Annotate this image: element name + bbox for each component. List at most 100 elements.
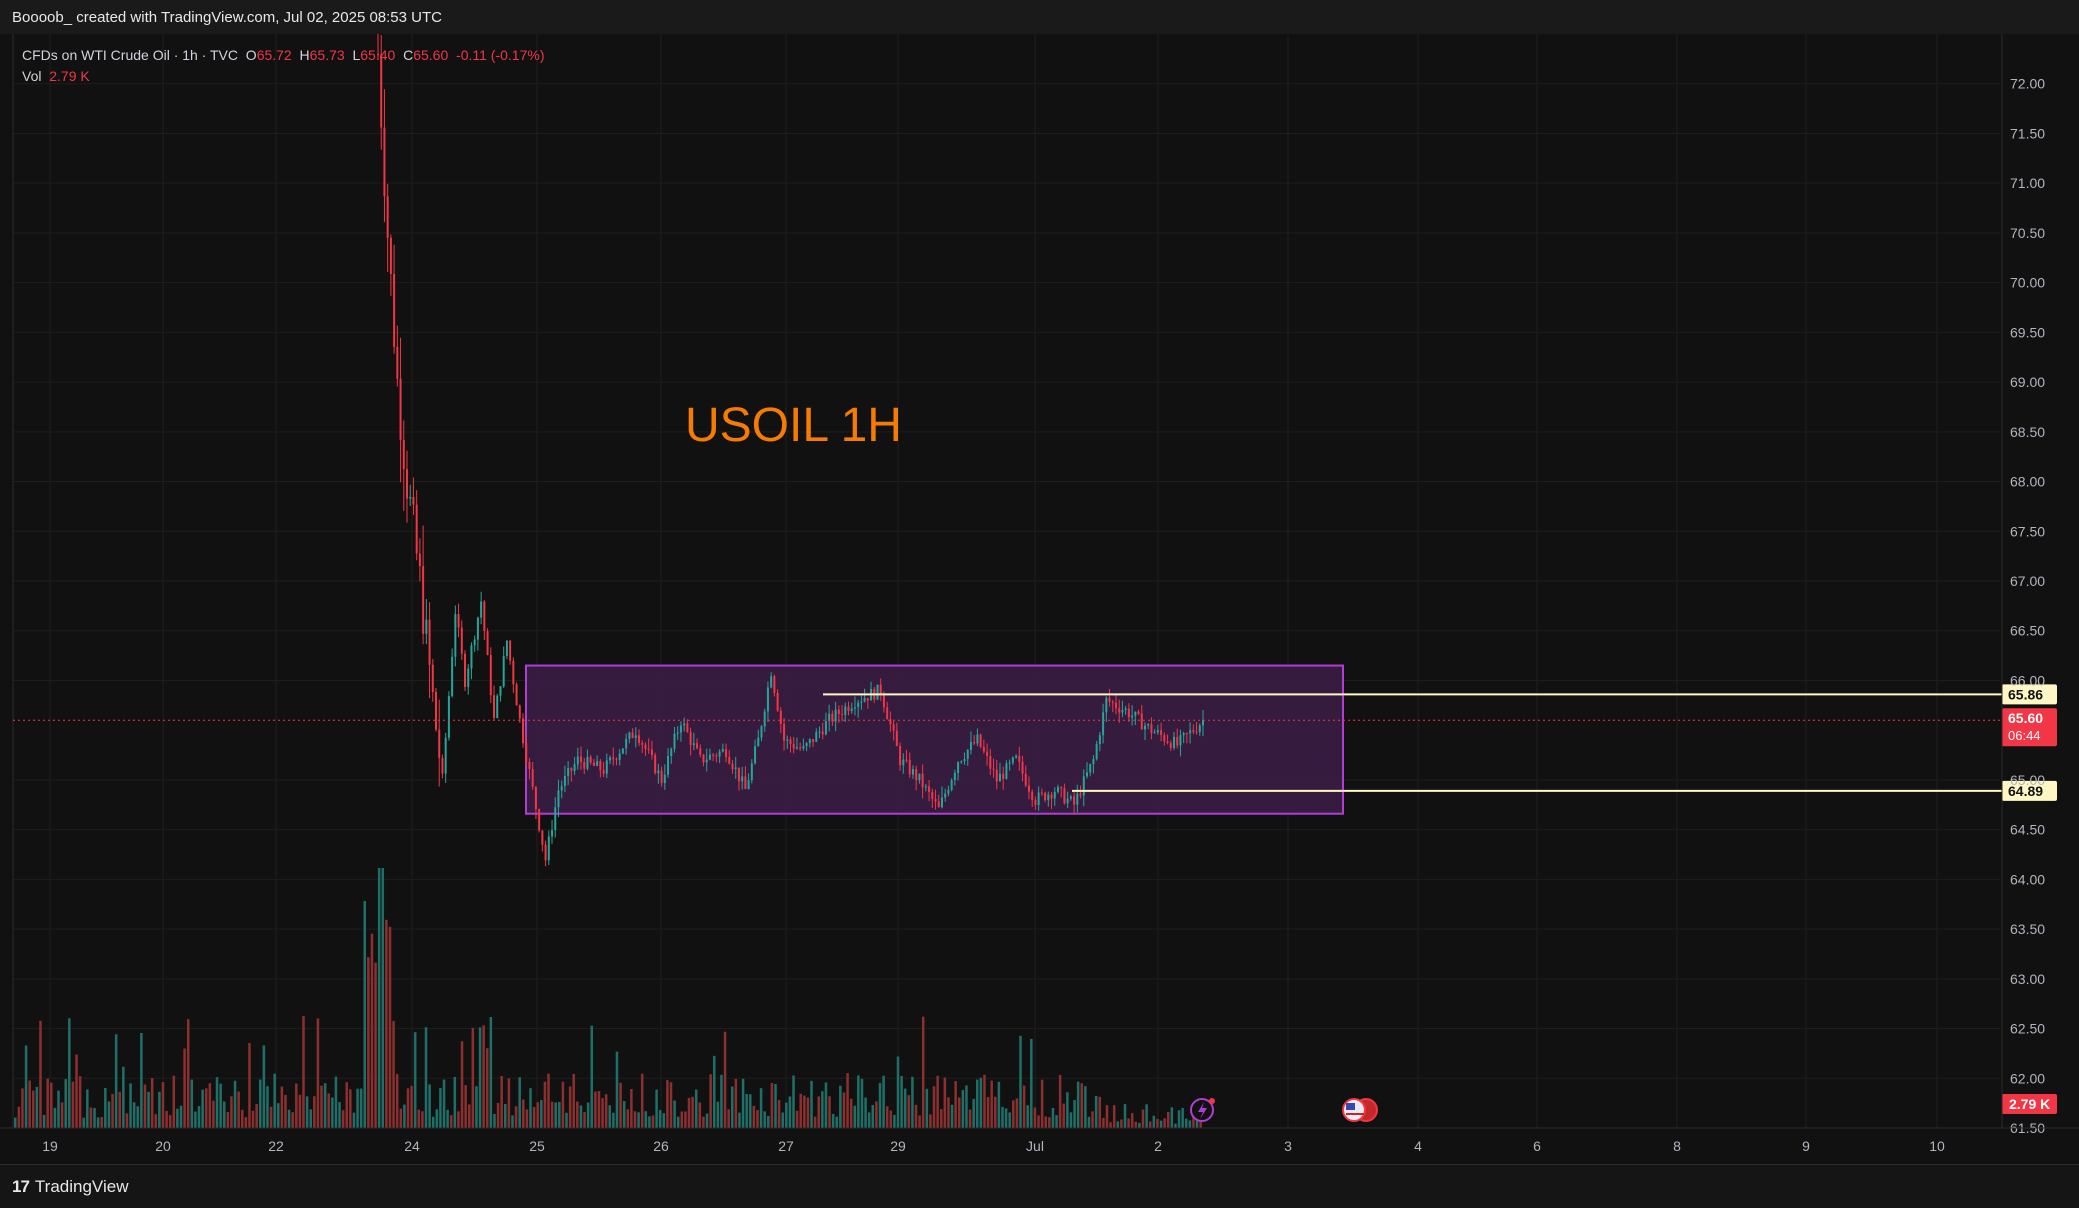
candle-body	[1079, 793, 1082, 796]
candle-body	[760, 726, 763, 738]
candle-body	[1024, 773, 1027, 786]
candle-body	[1076, 793, 1079, 805]
volume-bar	[943, 1077, 947, 1128]
price-axis[interactable]: 72.00 71.50 71.00 70.50 70.00 69.50 69.00 68.50…	[2001, 34, 2045, 1136]
volume-bar	[860, 1078, 864, 1128]
candle-body	[1034, 800, 1037, 806]
time-axis[interactable]: 19 20 22 24 25 26 27 29 Jul 2 3 4 6 8 9 10	[0, 1127, 2079, 1154]
horizontal-levels[interactable]: 65.86 64.89 65.60 06:44 2.79 K	[823, 684, 2057, 1114]
volume-bar	[89, 1107, 93, 1128]
volume-bar	[485, 1048, 489, 1128]
candle-body	[1089, 763, 1092, 773]
candle-body	[786, 739, 789, 741]
candle-body	[1202, 720, 1204, 726]
candle-body	[406, 469, 409, 499]
volume-bar	[266, 1086, 269, 1128]
candle-body	[483, 601, 486, 632]
candle-body	[763, 711, 766, 727]
candle-body	[628, 732, 631, 739]
level-price-tag	[2002, 684, 2057, 705]
us-flag-event-icon[interactable]	[1342, 1098, 1378, 1122]
candle-body	[515, 684, 518, 706]
candle-body	[1156, 730, 1159, 733]
volume-bar	[493, 1113, 496, 1128]
lightning-event-icon[interactable]	[1190, 1098, 1215, 1122]
volume-bar	[356, 1088, 359, 1128]
volume-bar	[14, 1117, 17, 1128]
candle-body	[444, 737, 447, 774]
volume-bar	[21, 1088, 24, 1128]
candle-body	[657, 770, 660, 774]
volume-bar	[655, 1089, 658, 1128]
candle-body	[1143, 725, 1146, 730]
volume-bar	[1073, 1100, 1076, 1128]
volume-bar	[968, 1109, 972, 1128]
candle-body	[844, 706, 847, 715]
volume-bar	[900, 1075, 903, 1128]
volume-bar	[259, 1079, 262, 1128]
candle-body	[911, 769, 914, 775]
candle-body	[638, 735, 641, 743]
volume-bar	[1091, 1111, 1094, 1128]
volume-bar	[421, 1111, 424, 1128]
candle-body	[1005, 763, 1008, 779]
volume-bar	[759, 1088, 763, 1128]
range-box[interactable]	[525, 664, 1344, 815]
candle-body	[876, 684, 879, 700]
tradingview-brand[interactable]: 17 TradingView	[12, 1177, 128, 1197]
candle-body	[950, 780, 953, 790]
volume-bar	[799, 1093, 802, 1128]
candle-body	[660, 770, 663, 784]
candle-body	[534, 786, 537, 810]
volume-bar	[976, 1079, 979, 1128]
event-icons[interactable]	[1190, 1098, 1378, 1122]
volume-bar	[406, 1088, 410, 1128]
candle-body	[783, 723, 786, 741]
time-tick-label: 3	[1284, 1138, 1292, 1154]
price-tick-label: 67.50	[2010, 523, 2045, 539]
price-tick-label: 70.50	[2010, 225, 2045, 241]
volume-bar	[1188, 1120, 1192, 1128]
candle-body	[1015, 755, 1018, 758]
volume-bar	[806, 1097, 810, 1128]
volume-bar	[669, 1082, 673, 1128]
price-chart[interactable]: 65.86 64.89 65.60 06:44 2.79 K 72.00 71.50 71.…	[0, 34, 2079, 1164]
candle-body	[641, 742, 644, 745]
time-tick-label: 24	[404, 1138, 420, 1154]
volume-bar	[731, 1086, 734, 1128]
candle-body	[647, 748, 650, 750]
volume-bar	[1170, 1107, 1174, 1128]
volume-bar	[604, 1094, 608, 1128]
volume-bar	[741, 1078, 745, 1128]
candle-body	[1060, 787, 1063, 789]
candle-body	[673, 733, 676, 749]
volume-bar	[86, 1089, 89, 1128]
candle-body	[1114, 702, 1117, 709]
candle-body	[940, 797, 943, 808]
price-tick-label: 66.50	[2010, 623, 2045, 639]
volume-bar	[161, 1081, 165, 1128]
volume-bar	[1174, 1123, 1177, 1128]
chart-annotation[interactable]: USOIL 1H	[685, 399, 902, 452]
candle-body	[860, 701, 863, 703]
volume-bar	[1145, 1104, 1148, 1128]
candle-body	[847, 706, 850, 712]
candle-body	[1002, 773, 1005, 779]
volume-bar	[287, 1109, 291, 1128]
candle-body	[699, 748, 702, 755]
candle-body	[460, 627, 463, 654]
volume-bar	[82, 1117, 85, 1128]
candle-body	[689, 731, 692, 746]
candle-body	[654, 755, 657, 774]
volume-bar	[849, 1098, 853, 1128]
volume-bar	[78, 1076, 82, 1128]
candle-body	[741, 776, 744, 782]
tradingview-logo: 17	[12, 1177, 30, 1196]
volume-bar	[392, 1020, 395, 1128]
candle-body	[1160, 730, 1163, 736]
volume-bar	[734, 1078, 738, 1128]
volume-bar	[658, 1110, 662, 1128]
volume-bar	[428, 1084, 431, 1128]
candle-body	[902, 759, 905, 766]
candle-body	[737, 767, 740, 782]
